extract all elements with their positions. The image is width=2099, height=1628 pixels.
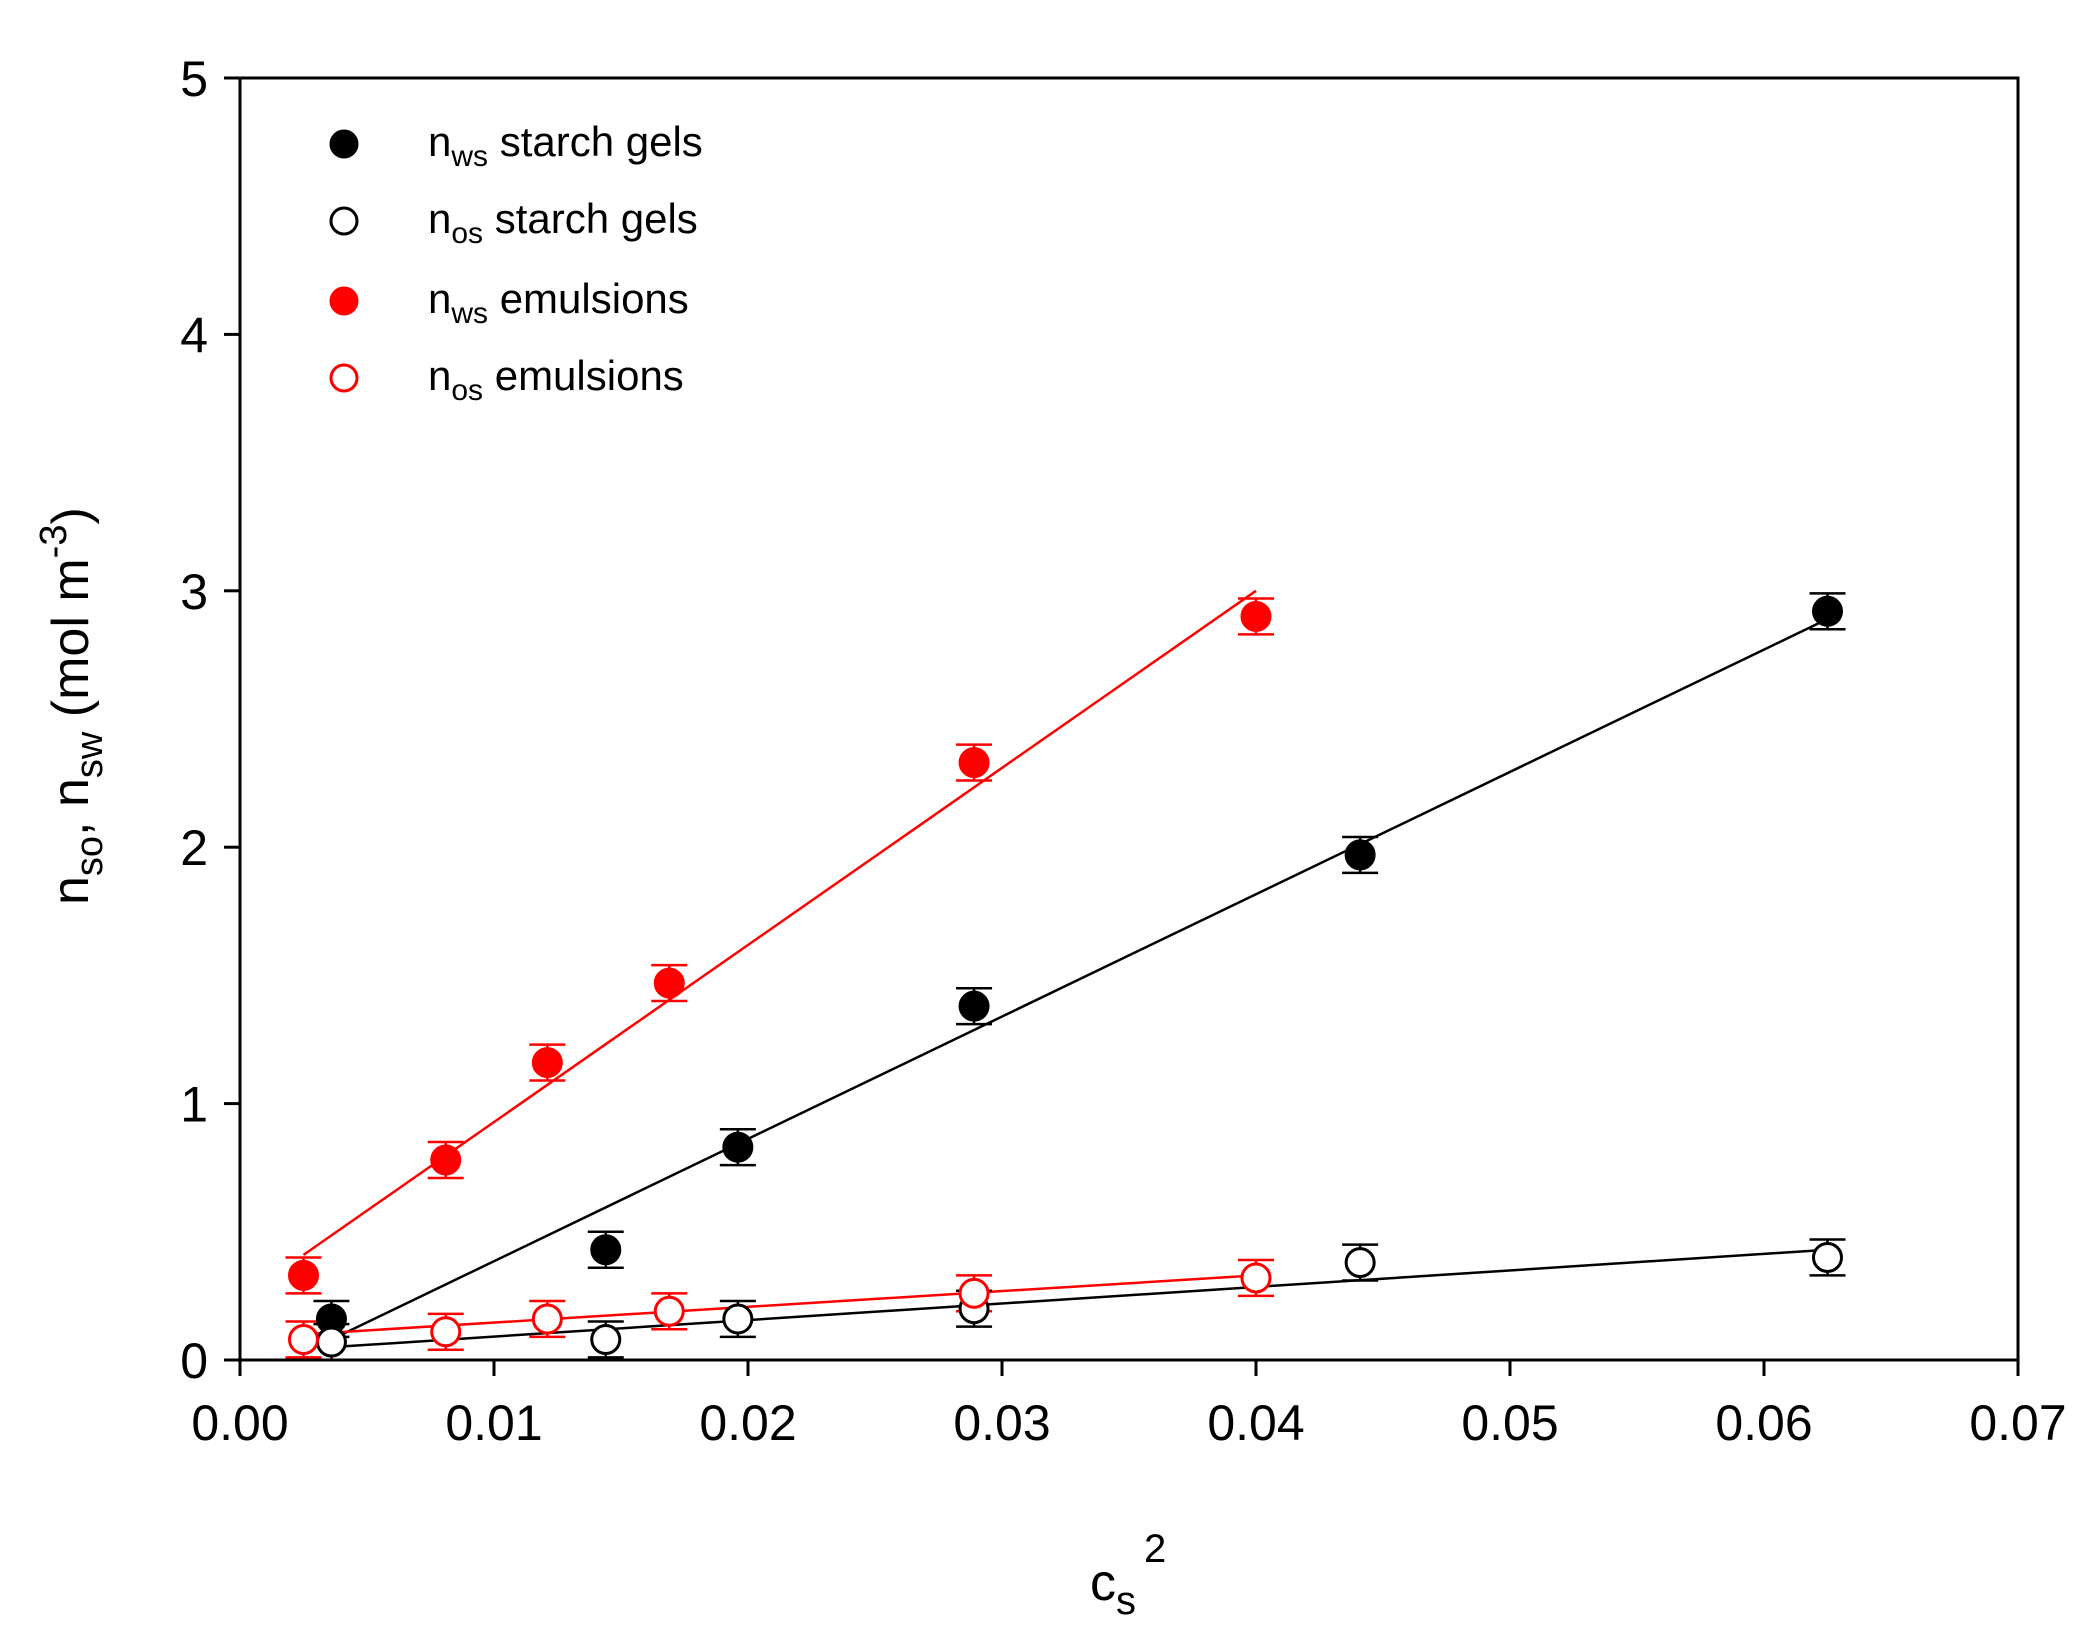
data-point	[722, 1303, 754, 1335]
x-tick-label: 0.04	[1207, 1395, 1304, 1451]
legend-label-rest: emulsions	[488, 275, 689, 322]
legend: nws starch gels nos starch gels nws emul…	[329, 118, 703, 407]
legend-label-main: n	[428, 195, 451, 242]
data-point	[722, 1131, 754, 1163]
legend-label-main: n	[428, 352, 451, 399]
legend-marker	[329, 286, 359, 316]
legend-item: nos starch gels	[329, 195, 698, 250]
y-tick-label: 5	[180, 51, 208, 107]
data-point	[958, 747, 990, 779]
y-axis-title: nso, nsw (mol m-3)	[33, 507, 111, 905]
data-point	[653, 1295, 685, 1327]
plot-frame	[238, 76, 2020, 1362]
fit-lines	[302, 589, 1829, 1349]
legend-label-rest: starch gels	[483, 195, 698, 242]
fit-line	[303, 1274, 1257, 1336]
x-tick-label: 0.00	[191, 1395, 288, 1451]
data-point	[958, 990, 990, 1022]
data-point	[1240, 1262, 1272, 1294]
legend-label-sub: os	[451, 374, 483, 407]
x-axis-title: cs2	[1090, 1527, 1166, 1623]
data-point	[1344, 1247, 1376, 1279]
legend-item: nos emulsions	[329, 352, 684, 407]
y-axis-title-n2: , n	[42, 778, 100, 836]
svg-text:nws starch gels: nws starch gels	[428, 118, 703, 173]
legend-item: nws starch gels	[329, 118, 703, 173]
legend-label-rest: starch gels	[488, 118, 703, 165]
data-point	[1344, 839, 1376, 871]
data-point	[288, 1259, 319, 1291]
data-point	[315, 1326, 347, 1358]
y-axis-title-n1: n	[42, 876, 100, 905]
data-point	[590, 1323, 622, 1355]
data-point	[531, 1303, 563, 1335]
legend-label-rest: emulsions	[483, 352, 684, 399]
legend-label-sub: ws	[450, 140, 488, 173]
y-axis-title-unit: (mol m	[42, 558, 100, 731]
data-point	[430, 1144, 462, 1176]
x-axis-title-sup: 2	[1144, 1527, 1166, 1571]
x-axis-ticks: 0.00 0.01 0.02 0.03 0.04 0.05 0.06 0.07	[191, 1360, 2067, 1451]
data-point	[590, 1234, 622, 1266]
y-axis-title-sub1: so	[69, 836, 111, 876]
data-point	[1240, 600, 1272, 632]
x-tick-label: 0.01	[445, 1395, 542, 1451]
x-tick-label: 0.02	[699, 1395, 796, 1451]
data-point	[288, 1323, 319, 1355]
data-point	[958, 1277, 990, 1309]
svg-text:nws emulsions: nws emulsions	[428, 275, 689, 330]
x-tick-label: 0.07	[1969, 1395, 2066, 1451]
y-tick-label: 3	[180, 564, 208, 620]
y-axis-ticks: 0 1 2 3 4 5	[180, 51, 240, 1389]
fit-line	[302, 589, 1257, 1256]
x-tick-label: 0.06	[1715, 1395, 1812, 1451]
fit-line	[330, 617, 1829, 1341]
y-tick-label: 2	[180, 820, 208, 876]
svg-text:nos emulsions: nos emulsions	[428, 352, 684, 407]
data-point	[653, 967, 685, 999]
data-point	[531, 1047, 563, 1079]
x-axis-title-sub: s	[1116, 1579, 1136, 1623]
x-tick-label: 0.05	[1461, 1395, 1558, 1451]
y-axis-title-sup: -3	[33, 525, 75, 559]
y-tick-label: 1	[180, 1077, 208, 1133]
fit-line	[331, 1248, 1828, 1349]
y-axis-title-sub2: sw	[69, 731, 111, 778]
svg-text:nos starch gels: nos starch gels	[428, 195, 698, 250]
error-bars	[285, 592, 1846, 1362]
legend-marker	[329, 206, 359, 236]
y-axis-title-close: )	[42, 507, 100, 524]
legend-item: nws emulsions	[329, 275, 689, 330]
y-tick-label: 0	[180, 1333, 208, 1389]
legend-label-sub: ws	[450, 297, 488, 330]
data-point	[430, 1316, 462, 1348]
x-axis-title-main: c	[1090, 1554, 1116, 1612]
legend-label-main: n	[428, 275, 451, 322]
legend-marker	[329, 129, 359, 159]
legend-label-sub: os	[451, 217, 483, 250]
data-point	[1812, 1241, 1843, 1273]
legend-label-main: n	[428, 118, 451, 165]
data-point	[1812, 595, 1843, 627]
y-tick-label: 4	[180, 307, 208, 363]
data-points	[288, 595, 1843, 1358]
legend-marker	[329, 363, 359, 393]
x-tick-label: 0.03	[953, 1395, 1050, 1451]
